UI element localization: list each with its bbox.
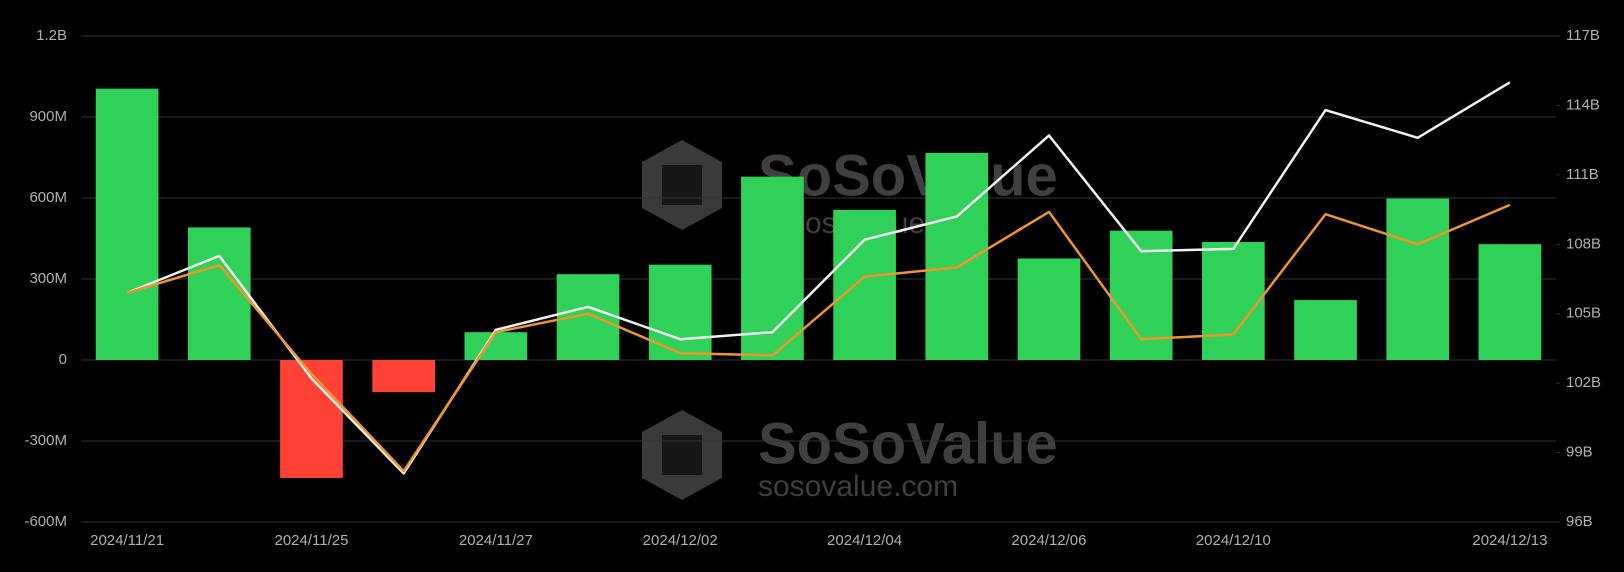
line (126, 81, 1511, 475)
watermark-brand: SoSoValue (758, 143, 1058, 208)
bar (372, 360, 435, 393)
watermark-url: sosovalue.com (758, 470, 958, 503)
bar (1202, 242, 1265, 360)
x-tick-label: 2024/11/25 (274, 532, 348, 549)
y2-tick-label: 99B (1566, 444, 1593, 461)
bar (187, 227, 251, 360)
watermark-brand: SoSoValue (758, 411, 1058, 476)
x-tick-label: 2024/12/04 (827, 532, 902, 549)
logo-inner (662, 435, 702, 475)
x-tick-label: 2024/12/06 (1011, 532, 1086, 549)
line (126, 203, 1511, 473)
y2-tick-label: 105B (1566, 305, 1601, 322)
y2-tick-label: 102B (1566, 374, 1601, 391)
x-tick-label: 2024/12/13 (1472, 532, 1547, 549)
bar (95, 88, 159, 361)
x-tick-label: 2024/12/10 (1196, 532, 1271, 549)
bar (741, 176, 804, 360)
y-tick-label: 900M (29, 108, 67, 125)
bar (648, 264, 712, 360)
y2-tick-label: 108B (1566, 235, 1601, 252)
x-tick-label: 2024/11/21 (90, 532, 164, 549)
y-tick-label: -600M (24, 513, 67, 530)
watermark-logo (642, 410, 722, 500)
bar (1478, 244, 1542, 360)
bar (925, 152, 989, 360)
bar (833, 209, 896, 360)
y-tick-label: 300M (29, 270, 67, 287)
y-tick-label: 1.2B (36, 27, 67, 44)
x-tick-label: 2024/11/27 (459, 532, 533, 549)
y2-tick-label: 96B (1566, 513, 1593, 530)
y2-tick-label: 114B (1566, 96, 1600, 113)
y2-tick-label: 117B (1566, 27, 1600, 44)
y2-tick-label: 111B (1566, 166, 1599, 183)
bar (1017, 258, 1081, 360)
bar (464, 332, 528, 360)
y-tick-label: -300M (24, 432, 67, 449)
x-tick-label: 2024/12/02 (643, 532, 718, 549)
logo-inner (662, 165, 702, 205)
y-tick-label: 600M (29, 189, 67, 206)
watermark-logo (642, 140, 722, 230)
y-tick-label: 0 (59, 351, 67, 368)
bar (1386, 198, 1450, 360)
bar (1294, 300, 1357, 360)
